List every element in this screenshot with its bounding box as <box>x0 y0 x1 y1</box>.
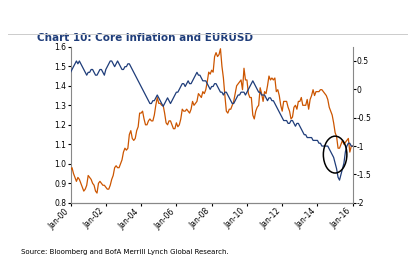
Legend: EURUSD (LHS), EZ - US core inflation (RHS): EURUSD (LHS), EZ - US core inflation (RH… <box>76 257 320 260</box>
Text: Source: Bloomberg and BofA Merrill Lynch Global Research.: Source: Bloomberg and BofA Merrill Lynch… <box>21 249 229 255</box>
Text: Chart 10: Core inflation and EURUSD: Chart 10: Core inflation and EURUSD <box>37 33 253 43</box>
